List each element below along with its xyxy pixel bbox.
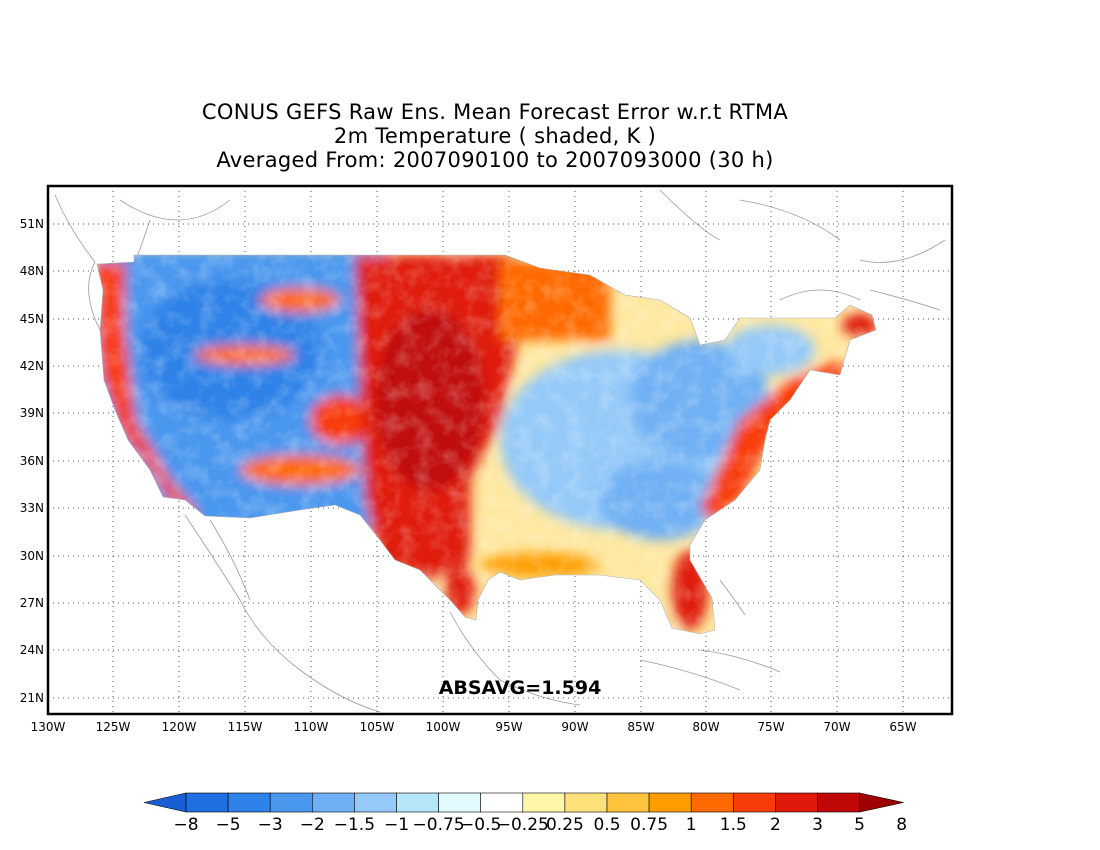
colorbar-swatch xyxy=(690,792,734,813)
colorbar-label: 8 xyxy=(896,815,907,835)
lon-label: 80W xyxy=(692,720,719,734)
colorbar-swatch xyxy=(311,792,355,813)
plot-frame xyxy=(46,184,954,716)
colorbar: −8 −5 −3 −2 −1.5 −1 −0.75−0.5−0.250.25 0.5 0.75 1… xyxy=(143,792,907,835)
colorbar-swatch xyxy=(143,792,187,813)
lat-label: 48N xyxy=(20,264,44,278)
lon-label: 115W xyxy=(228,720,263,734)
latitude-labels: 51N 48N 45N 42N 39N 36N 33N 30N 27N 24N … xyxy=(20,217,44,705)
colorbar-swatch xyxy=(775,792,818,813)
lat-label: 30N xyxy=(20,549,44,563)
lat-label: 36N xyxy=(20,454,44,468)
lon-label: 125W xyxy=(96,720,131,734)
colorbar-label: −8 xyxy=(173,815,198,835)
colorbar-swatch xyxy=(522,792,566,813)
colorbar-swatch xyxy=(859,792,904,813)
colorbar-label: −1 xyxy=(384,815,409,835)
lon-label: 120W xyxy=(162,720,197,734)
colorbar-swatch xyxy=(227,792,271,813)
lat-label: 21N xyxy=(20,691,44,705)
colorbar-swatch xyxy=(564,792,608,813)
colorbar-swatch xyxy=(269,792,313,813)
lat-label: 27N xyxy=(20,596,44,610)
lon-label: 100W xyxy=(426,720,461,734)
colorbar-swatch xyxy=(438,792,482,813)
colorbar-label: −2 xyxy=(300,815,325,835)
absavg-label: ABSAVG=1.594 xyxy=(439,677,602,699)
lon-label: 85W xyxy=(627,720,654,734)
colorbar-swatch xyxy=(817,792,860,813)
colorbar-label: −3 xyxy=(258,815,283,835)
colorbar-label: −0.5 xyxy=(460,815,501,835)
colorbar-label: −5 xyxy=(216,815,241,835)
lat-label: 51N xyxy=(20,217,44,231)
colorbar-label: 0.25 xyxy=(546,815,584,835)
colorbar-label: 0.5 xyxy=(593,815,620,835)
coastline-outlines xyxy=(54,189,946,713)
lat-label: 24N xyxy=(20,643,44,657)
colorbar-label: −0.25 xyxy=(497,815,549,835)
colorbar-swatch xyxy=(732,792,776,813)
colorbar-swatch xyxy=(648,792,692,813)
lon-label: 110W xyxy=(294,720,329,734)
lon-label: 90W xyxy=(561,720,588,734)
title-line-2: 2m Temperature ( shaded, K ) xyxy=(333,124,657,148)
colorbar-label: −1.5 xyxy=(334,815,375,835)
colorbar-label: 1.5 xyxy=(720,815,747,835)
lon-label: 75W xyxy=(757,720,784,734)
colorbar-swatch xyxy=(606,792,650,813)
lon-label: 130W xyxy=(31,720,66,734)
colorbar-label: −0.75 xyxy=(413,815,465,835)
colorbar-swatch xyxy=(480,792,524,813)
longitude-labels: 130W 125W 120W 115W 110W 105W 100W 95W 9… xyxy=(31,720,917,734)
colorbar-label: 1 xyxy=(686,815,697,835)
colorbar-label: 2 xyxy=(770,815,781,835)
colorbar-swatch xyxy=(185,792,229,813)
lon-label: 65W xyxy=(889,720,916,734)
title-line-3: Averaged From: 2007090100 to 2007093000 … xyxy=(216,148,774,172)
colorbar-swatch xyxy=(396,792,439,813)
lat-label: 42N xyxy=(20,359,44,373)
lat-label: 45N xyxy=(20,312,44,326)
colorbar-label: 0.75 xyxy=(630,815,668,835)
map-title: CONUS GEFS Raw Ens. Mean Forecast Error … xyxy=(0,100,990,172)
lon-label: 70W xyxy=(823,720,850,734)
colorbar-swatch xyxy=(354,792,397,813)
lon-label: 105W xyxy=(360,720,395,734)
lat-label: 33N xyxy=(20,501,44,515)
colorbar-label: 5 xyxy=(854,815,865,835)
title-line-1: CONUS GEFS Raw Ens. Mean Forecast Error … xyxy=(201,100,789,124)
lat-label: 39N xyxy=(20,406,44,420)
colorbar-label: 3 xyxy=(812,815,823,835)
lon-label: 95W xyxy=(495,720,522,734)
